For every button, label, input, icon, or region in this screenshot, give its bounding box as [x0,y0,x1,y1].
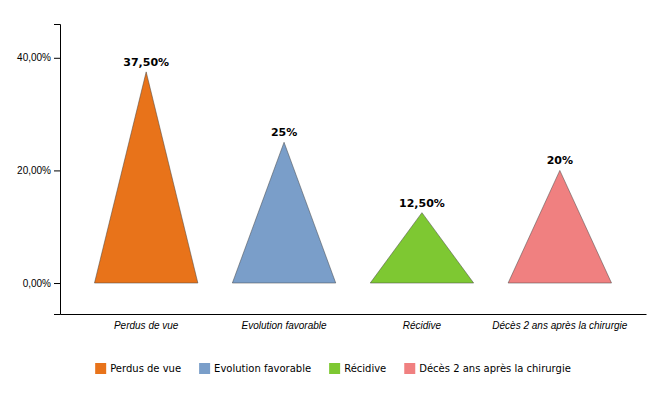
x-tick: Evolution favorable [242,320,327,331]
legend-item: Evolution favorable [199,363,311,374]
y-axis: 0,00% 20,00% 40,00% [17,25,60,315]
y-axis-line [54,25,61,315]
y-tick: 0,00% [23,278,60,289]
plot: 0,00% 20,00% 40,00% Perdus de vue Evolution … [17,25,646,332]
legend-item: Décès 2 ans après la chirurgie [404,363,571,374]
y-tick: 20,00% [17,165,60,176]
data-label: 12,50% [399,197,445,210]
x-tick-label: Décès 2 ans après la chirurgie [492,320,628,331]
x-tick: Perdus de vue [114,320,179,331]
pyramid [370,213,473,283]
x-tick-label: Récidive [403,320,442,331]
y-tick-mark [54,283,60,284]
legend-swatch [95,363,106,374]
data-label: 20% [547,154,573,167]
legend-item: Récidive [329,363,386,374]
data-label: 37,50% [123,56,169,69]
x-tick-label: Evolution favorable [242,320,327,331]
legend-swatch [329,363,340,374]
chart: 0,00% 20,00% 40,00% Perdus de vue Evolution … [0,0,666,394]
y-tick-mark [54,170,60,171]
x-axis: Perdus de vue Evolution favorable Récidive… [61,315,647,332]
marks [94,72,611,283]
legend: Perdus de vue Evolution favorable Récidive… [95,363,571,374]
legend-label: Récidive [344,363,386,374]
y-tick-label: 20,00% [17,165,51,176]
legend-label: Evolution favorable [214,363,311,374]
x-tick: Récidive [403,320,442,331]
legend-label: Décès 2 ans après la chirurgie [419,363,571,374]
x-tick-label: Perdus de vue [114,320,179,331]
y-tick-label: 0,00% [23,278,51,289]
x-tick: Décès 2 ans après la chirurgie [492,320,628,331]
y-tick-mark [54,58,60,59]
y-tick: 40,00% [17,52,60,63]
data-labels: 37,50% 25% 12,50% 20% [123,56,573,210]
legend-label: Perdus de vue [110,363,181,374]
legend-swatch [404,363,415,374]
data-label: 25% [271,126,297,139]
x-axis-line [61,314,647,315]
pyramid [508,170,611,283]
legend-item: Perdus de vue [95,363,181,374]
y-tick-label: 40,00% [17,52,51,63]
legend-swatch [199,363,210,374]
pyramid [94,72,197,283]
pyramid [232,142,335,283]
